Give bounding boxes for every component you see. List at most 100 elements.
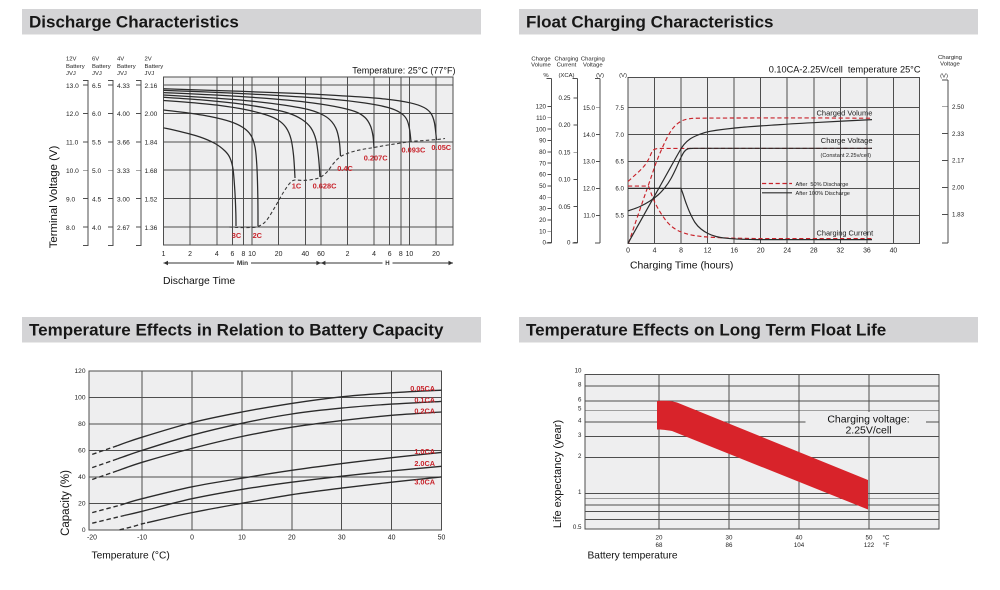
svg-text:0.05C: 0.05C	[431, 143, 451, 152]
svg-text:0: 0	[626, 248, 630, 255]
svg-text:-20: -20	[87, 535, 97, 542]
svg-text:6: 6	[388, 251, 392, 258]
svg-text:30: 30	[539, 206, 546, 213]
svg-text:20: 20	[432, 251, 440, 258]
svg-text:5.0: 5.0	[92, 168, 101, 175]
svg-text:60: 60	[78, 448, 86, 455]
svg-text:3C: 3C	[232, 231, 242, 240]
svg-text:11.0: 11.0	[66, 140, 79, 147]
svg-text:50: 50	[866, 535, 873, 542]
svg-text:8: 8	[399, 251, 403, 258]
svg-text:20: 20	[275, 251, 283, 258]
svg-text:28: 28	[810, 248, 818, 255]
svg-text:122: 122	[864, 542, 875, 549]
svg-text:8: 8	[679, 248, 683, 255]
svg-text:3.66: 3.66	[117, 140, 130, 147]
svg-text:Temperature (°C): Temperature (°C)	[92, 551, 170, 562]
svg-text:Charge Voltage: Charge Voltage	[821, 136, 873, 145]
svg-text:°C: °C	[883, 535, 890, 542]
svg-text:20: 20	[539, 217, 546, 224]
svg-text:JVJ: JVJ	[92, 71, 102, 77]
svg-text:12: 12	[704, 248, 712, 255]
svg-text:10: 10	[575, 368, 582, 375]
svg-text:0.05: 0.05	[558, 204, 571, 211]
svg-text:Life expectancy (year): Life expectancy (year)	[552, 420, 564, 528]
svg-text:Current: Current	[557, 62, 577, 68]
svg-text:2.33: 2.33	[952, 131, 965, 138]
svg-text:Charged Volume: Charged Volume	[817, 109, 873, 118]
svg-text:0.093C: 0.093C	[401, 146, 425, 155]
svg-text:12V: 12V	[66, 56, 77, 62]
svg-text:8: 8	[578, 382, 582, 389]
svg-text:4.00: 4.00	[117, 111, 130, 118]
svg-text:20: 20	[78, 501, 86, 508]
svg-text:0.10: 0.10	[558, 177, 571, 184]
svg-text:2V: 2V	[145, 56, 152, 62]
svg-text:3.0CA: 3.0CA	[414, 477, 435, 486]
svg-text:3.33: 3.33	[117, 168, 130, 175]
svg-text:0.4C: 0.4C	[337, 164, 353, 173]
svg-text:2.0CA: 2.0CA	[414, 459, 435, 468]
svg-text:2: 2	[346, 251, 350, 258]
svg-text:Voltage: Voltage	[940, 61, 960, 67]
svg-text:Capacity (%): Capacity (%)	[60, 470, 72, 536]
svg-text:6.5: 6.5	[92, 83, 101, 90]
svg-text:(V): (V)	[619, 73, 627, 79]
svg-text:Charging Current: Charging Current	[817, 229, 874, 238]
svg-text:Charging Time (hours): Charging Time (hours)	[630, 260, 733, 271]
svg-text:6: 6	[230, 251, 234, 258]
svg-text:32: 32	[836, 248, 844, 255]
svg-text:4: 4	[653, 248, 657, 255]
svg-text:1.52: 1.52	[145, 196, 158, 203]
svg-text:30: 30	[726, 535, 733, 542]
svg-text:100: 100	[536, 126, 547, 133]
svg-text:(XCA): (XCA)	[558, 73, 574, 79]
svg-text:Min: Min	[237, 260, 248, 267]
svg-text:Charge: Charge	[531, 56, 551, 62]
svg-text:Charging voltage:: Charging voltage:	[827, 414, 909, 426]
svg-text:-10: -10	[137, 535, 147, 542]
svg-text:13.0: 13.0	[583, 159, 596, 166]
svg-text:Battery: Battery	[145, 64, 164, 70]
svg-text:100: 100	[74, 395, 85, 402]
svg-text:1: 1	[162, 251, 166, 258]
svg-text:0: 0	[543, 240, 547, 247]
svg-text:50: 50	[438, 535, 446, 542]
svg-text:0.05CA: 0.05CA	[410, 384, 435, 393]
svg-text:%: %	[543, 73, 549, 79]
svg-text:0: 0	[190, 535, 194, 542]
svg-text:5: 5	[578, 406, 582, 413]
svg-text:(V): (V)	[940, 73, 948, 79]
svg-text:60: 60	[317, 251, 325, 258]
svg-text:2: 2	[188, 251, 192, 258]
svg-text:JVJ: JVJ	[117, 71, 127, 77]
svg-text:40: 40	[388, 535, 396, 542]
svg-text:1.68: 1.68	[145, 168, 158, 175]
svg-text:0: 0	[567, 240, 571, 247]
svg-text:15.0: 15.0	[583, 105, 596, 112]
svg-text:0.1CA: 0.1CA	[414, 395, 435, 404]
svg-text:68: 68	[656, 542, 663, 549]
svg-text:14.0: 14.0	[583, 132, 596, 139]
svg-text:11.0: 11.0	[583, 213, 595, 220]
svg-text:Temperature: 25°C (77°F): Temperature: 25°C (77°F)	[352, 66, 455, 76]
svg-text:1: 1	[578, 489, 582, 496]
svg-text:20: 20	[288, 535, 296, 542]
svg-text:4: 4	[578, 417, 582, 424]
svg-text:1.36: 1.36	[145, 225, 158, 232]
svg-text:2.25V/cell: 2.25V/cell	[845, 425, 891, 437]
svg-text:12.0: 12.0	[66, 111, 79, 118]
svg-text:7.0: 7.0	[615, 132, 624, 139]
svg-text:4.5: 4.5	[92, 196, 101, 203]
svg-text:20: 20	[757, 248, 765, 255]
svg-text:120: 120	[536, 104, 547, 111]
svg-text:4.0: 4.0	[92, 225, 101, 232]
svg-text:Volume: Volume	[531, 62, 551, 68]
svg-text:Voltage: Voltage	[583, 62, 603, 68]
svg-text:Charging: Charging	[938, 55, 962, 61]
svg-text:120: 120	[74, 368, 85, 375]
svg-text:Temperature Effects in Relatio: Temperature Effects in Relation to Batte…	[29, 321, 444, 340]
svg-text:2: 2	[578, 453, 582, 460]
svg-text:After 50% Discharge: After 50% Discharge	[796, 182, 849, 188]
svg-text:13.0: 13.0	[66, 83, 79, 90]
